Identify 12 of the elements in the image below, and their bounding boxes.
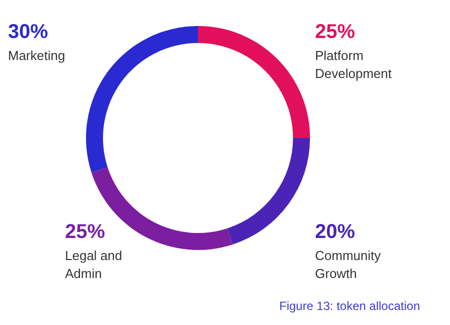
donut-slice bbox=[227, 138, 310, 245]
donut-slice bbox=[86, 26, 198, 173]
data-label: 25% bbox=[315, 21, 356, 43]
donut-slice bbox=[198, 26, 310, 138]
caption: Figure 13: token allocation bbox=[279, 299, 420, 313]
data-label: 25% bbox=[65, 221, 106, 243]
slice-label: Community Growth bbox=[315, 248, 382, 281]
slice-label: Legal and Admin bbox=[65, 248, 122, 281]
slice-label: Marketing bbox=[8, 48, 66, 63]
slice-label: Platform Development bbox=[315, 48, 392, 81]
data-label: 20% bbox=[315, 221, 356, 243]
data-label: 30% bbox=[8, 21, 48, 43]
